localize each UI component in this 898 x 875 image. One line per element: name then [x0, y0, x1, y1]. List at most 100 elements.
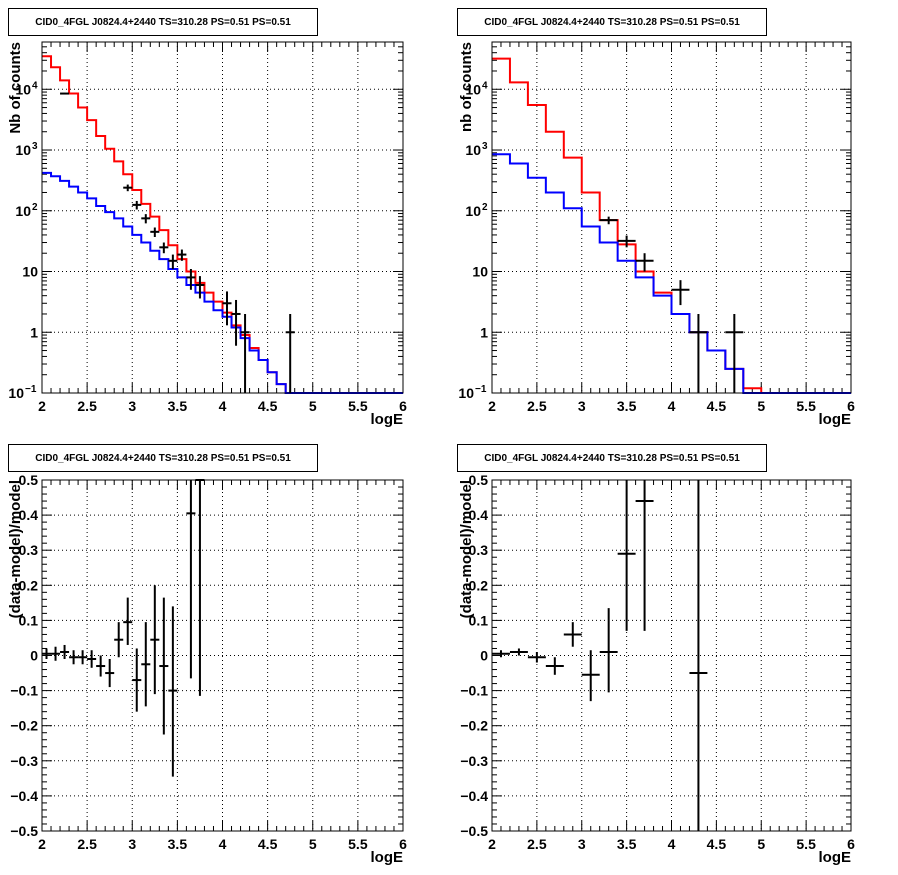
- y-tick-label: −0.2: [10, 718, 38, 734]
- data-point: [563, 622, 582, 647]
- x-tick-label: 3.5: [617, 836, 637, 852]
- y-tick-label: −0.2: [460, 718, 488, 734]
- x-tick-label: 5.5: [796, 836, 816, 852]
- data-point: [689, 313, 708, 393]
- x-tick-label: 3.5: [168, 398, 188, 414]
- y-tick-label: 1: [480, 324, 488, 340]
- data-point: [177, 249, 187, 261]
- y-tick-exponent: 3: [482, 141, 488, 152]
- x-tick-label: 2: [38, 398, 46, 414]
- x-tick-label: 5: [757, 836, 765, 852]
- x-tick-label: 2.5: [527, 398, 547, 414]
- y-tick-label: −0.5: [460, 823, 488, 839]
- y-tick-label: 10: [15, 81, 31, 97]
- data-point: [51, 646, 61, 661]
- plot-frame: [41, 41, 404, 394]
- data-point: [725, 313, 744, 393]
- x-tick-label: 3: [128, 836, 136, 852]
- y-tick-label: 10: [8, 385, 24, 401]
- data-point: [671, 280, 690, 306]
- y-tick-label: −0.5: [10, 823, 38, 839]
- y-tick-label: 10: [458, 385, 474, 401]
- data-point: [60, 92, 70, 95]
- data-point: [60, 644, 70, 660]
- y-tick-label: 10: [15, 142, 31, 158]
- data-point: [635, 480, 654, 631]
- x-tick-label: 2: [38, 836, 46, 852]
- y-tick-label: 0.5: [19, 472, 39, 488]
- x-tick-label: 2: [488, 398, 496, 414]
- x-axis-label: logE: [819, 849, 852, 866]
- data-point: [132, 648, 142, 712]
- y-tick-label: −0.3: [460, 753, 488, 769]
- x-tick-label: 5: [757, 398, 765, 414]
- y-tick-exponent: 4: [32, 80, 38, 91]
- x-tick-label: 6: [847, 398, 855, 414]
- y-tick-label: 0.2: [19, 577, 39, 593]
- data-point: [132, 200, 142, 210]
- y-tick-label: 10: [465, 142, 481, 158]
- y-tick-label: 0: [30, 648, 38, 664]
- y-tick-label: 0.4: [469, 507, 489, 523]
- x-tick-label: 2.5: [527, 836, 547, 852]
- y-tick-exponent: −1: [25, 384, 37, 395]
- data-point: [150, 585, 160, 695]
- data-point: [42, 648, 52, 660]
- data-point: [69, 650, 79, 665]
- data-point: [545, 657, 564, 675]
- data-point: [159, 242, 169, 254]
- data-point: [141, 214, 151, 224]
- x-axis-label: logE: [371, 849, 404, 866]
- y-tick-label: 10: [465, 81, 481, 97]
- x-tick-label: 5: [309, 836, 317, 852]
- data-point: [195, 276, 205, 299]
- y-tick-exponent: 4: [482, 80, 488, 91]
- data-point: [599, 216, 618, 225]
- data-point: [492, 650, 510, 658]
- data-point: [222, 291, 232, 326]
- x-tick-label: 4: [219, 836, 227, 852]
- plot-frame: [491, 479, 852, 832]
- x-tick-label: 2.5: [77, 398, 97, 414]
- x-tick-label: 3.5: [168, 836, 188, 852]
- x-tick-label: 4: [668, 836, 676, 852]
- y-tick-label: 1: [30, 324, 38, 340]
- y-tick-label: 10: [22, 264, 38, 280]
- data-point: [195, 479, 205, 696]
- x-tick-label: 5.5: [348, 836, 368, 852]
- data-point: [123, 184, 133, 192]
- y-tick-exponent: 2: [32, 202, 38, 213]
- data-point: [617, 480, 636, 631]
- x-tick-label: 6: [399, 836, 407, 852]
- y-axis-label: nb of counts: [458, 42, 475, 132]
- plot-frame: [41, 479, 404, 832]
- data-point: [186, 480, 196, 679]
- y-tick-label: 0.1: [19, 612, 39, 628]
- x-tick-label: 3: [578, 398, 586, 414]
- chart-title: CID0_4FGL J0824.4+2440 TS=310.28 PS=0.51…: [457, 444, 767, 472]
- y-tick-exponent: 2: [482, 202, 488, 213]
- data-point: [617, 235, 636, 248]
- x-tick-label: 3.5: [617, 398, 637, 414]
- y-tick-exponent: −1: [475, 384, 487, 395]
- x-tick-label: 5.5: [796, 398, 816, 414]
- x-axis-label: logE: [819, 411, 852, 428]
- data-point: [635, 253, 654, 272]
- data-point: [114, 622, 124, 658]
- data-point: [599, 608, 618, 693]
- x-tick-label: 4.5: [258, 836, 278, 852]
- x-tick-label: 2: [488, 836, 496, 852]
- data-point: [159, 597, 169, 735]
- x-tick-label: 4: [219, 398, 227, 414]
- spectrum-chart-right: CID0_4FGL J0824.4+2440 TS=310.28 PS=0.51…: [449, 0, 898, 437]
- x-tick-label: 4.5: [707, 836, 727, 852]
- x-tick-label: 3: [128, 398, 136, 414]
- y-axis-label: (data-model)/model: [7, 480, 24, 618]
- data-point: [168, 606, 178, 777]
- residual-plot: 2 2.5 3 3.5 4 4.5 5 5.5 6 −0.5 −0.4 −0.3 −0.2 −0.1 0 0.…: [7, 472, 407, 866]
- y-tick-label: 0.3: [19, 542, 39, 558]
- x-axis-label: logE: [371, 411, 404, 428]
- y-axis-label: Nb of counts: [7, 42, 24, 134]
- y-tick-label: −0.4: [460, 788, 488, 804]
- data-point: [186, 268, 196, 290]
